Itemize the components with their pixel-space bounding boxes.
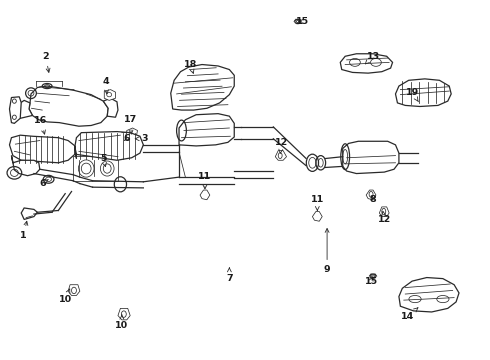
Polygon shape [118, 309, 130, 320]
Text: 1: 1 [21, 221, 28, 240]
Text: 17: 17 [123, 115, 137, 134]
Polygon shape [399, 278, 459, 312]
Polygon shape [104, 90, 116, 100]
Text: 12: 12 [378, 211, 391, 224]
Text: 8: 8 [369, 195, 376, 204]
Text: 15: 15 [365, 276, 378, 285]
Text: 6: 6 [39, 179, 49, 188]
Text: 11: 11 [198, 172, 212, 189]
Polygon shape [200, 190, 210, 200]
Text: 4: 4 [102, 77, 109, 94]
Polygon shape [171, 64, 234, 110]
Polygon shape [127, 128, 138, 136]
Text: 3: 3 [135, 134, 148, 143]
Polygon shape [21, 208, 37, 220]
Text: 5: 5 [100, 154, 106, 167]
Polygon shape [103, 98, 118, 117]
Polygon shape [179, 114, 234, 146]
Text: 18: 18 [184, 60, 197, 73]
Polygon shape [9, 97, 21, 123]
Polygon shape [343, 141, 399, 174]
Text: 15: 15 [296, 17, 309, 26]
Polygon shape [29, 86, 108, 126]
Polygon shape [11, 156, 40, 176]
Text: 14: 14 [401, 308, 418, 321]
Text: 7: 7 [226, 268, 233, 283]
Text: 13: 13 [366, 52, 380, 64]
Polygon shape [366, 190, 376, 200]
Text: 9: 9 [324, 229, 330, 274]
Text: 10: 10 [59, 289, 72, 303]
Text: 16: 16 [34, 116, 48, 134]
Text: 11: 11 [311, 195, 324, 210]
Polygon shape [379, 207, 389, 217]
Polygon shape [313, 212, 322, 221]
Text: 6: 6 [123, 134, 130, 143]
Text: 10: 10 [115, 315, 128, 330]
Polygon shape [9, 135, 75, 163]
Text: 12: 12 [275, 138, 288, 153]
Polygon shape [16, 100, 32, 118]
Polygon shape [75, 132, 144, 160]
Text: 19: 19 [406, 87, 419, 102]
Polygon shape [340, 54, 392, 73]
Polygon shape [275, 150, 287, 160]
Polygon shape [68, 285, 80, 296]
Polygon shape [395, 79, 451, 107]
Bar [73, 156, 118, 181]
Text: 2: 2 [42, 52, 50, 72]
